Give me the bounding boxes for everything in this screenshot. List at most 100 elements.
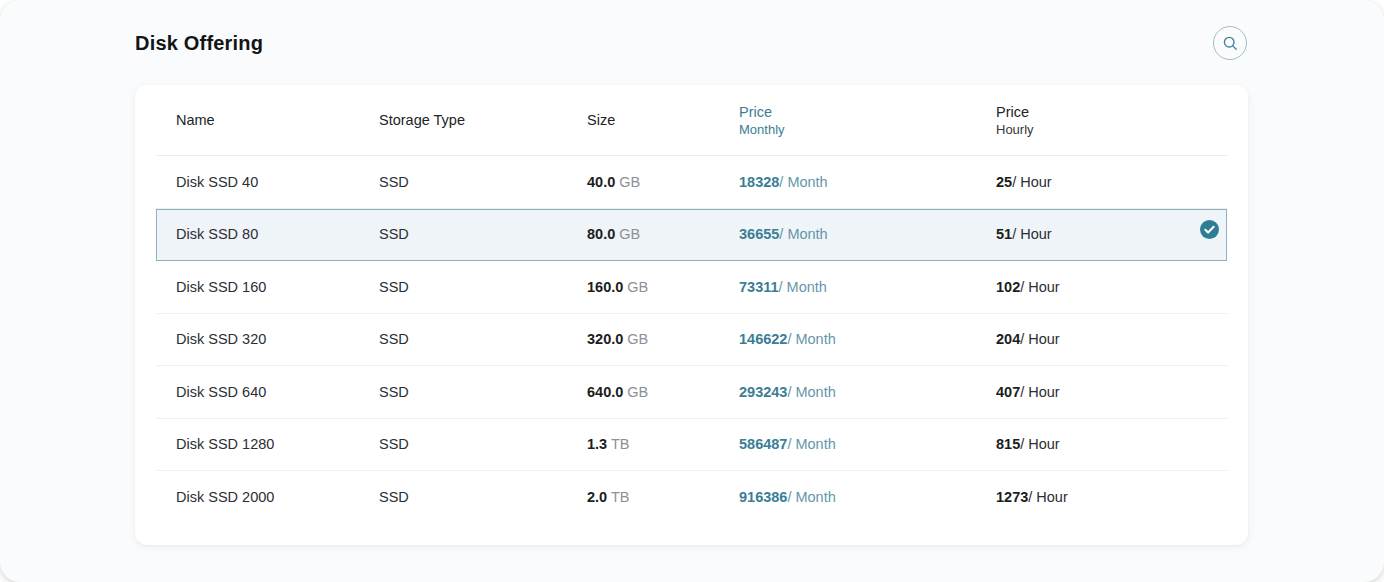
price-hourly-suffix: / Hour [1020, 384, 1060, 400]
price-hourly: 102/ Hour [976, 279, 1227, 295]
search-button[interactable] [1213, 26, 1247, 60]
price-monthly-suffix: / Month [787, 436, 835, 452]
storage-type: SSD [359, 384, 567, 400]
disk-name-text: Disk SSD 320 [176, 331, 266, 347]
size-value: 1.3 [587, 436, 607, 452]
table-row[interactable]: Disk SSD 320 SSD 320.0 GB 146622/ Month 204/… [156, 314, 1227, 367]
column-header-name: Name [156, 112, 359, 128]
disk-name-text: Disk SSD 80 [176, 226, 258, 242]
column-label: Storage Type [379, 112, 567, 128]
storage-type: SSD [359, 331, 567, 347]
disk-name: Disk SSD 640 [156, 384, 359, 400]
check-circle-icon [1200, 220, 1219, 239]
price-hourly-value: 102 [996, 279, 1020, 295]
page-header: Disk Offering [0, 0, 1384, 86]
size-unit: GB [627, 331, 648, 347]
price-monthly-value: 586487 [739, 436, 787, 452]
column-header-price-monthly: PriceMonthly [719, 104, 976, 137]
search-icon [1222, 35, 1239, 52]
price-hourly-suffix: / Hour [1012, 174, 1052, 190]
column-label: Name [176, 112, 359, 128]
storage-type: SSD [359, 279, 567, 295]
storage-type-text: SSD [379, 384, 409, 400]
disk-size: 2.0 TB [567, 489, 719, 505]
storage-type-text: SSD [379, 436, 409, 452]
price-monthly: 586487/ Month [719, 436, 976, 452]
price-hourly: 25/ Hour [976, 174, 1227, 190]
price-hourly: 407/ Hour [976, 384, 1227, 400]
price-hourly-value: 1273 [996, 489, 1028, 505]
price-monthly: 916386/ Month [719, 489, 976, 505]
size-value: 160.0 [587, 279, 623, 295]
disk-name-text: Disk SSD 1280 [176, 436, 274, 452]
storage-type-text: SSD [379, 489, 409, 505]
price-hourly-suffix: / Hour [1020, 436, 1060, 452]
table-body: Disk SSD 40SSD40.0 GB18328/ Month25/ Hou… [156, 156, 1227, 524]
price-hourly: 51/ Hour [976, 226, 1227, 242]
column-label: Size [587, 112, 719, 128]
table-header-row: Name Storage Type SizePriceMonthlyPriceHou… [156, 85, 1227, 156]
size-value: 640.0 [587, 384, 623, 400]
storage-type-text: SSD [379, 331, 409, 347]
price-monthly-suffix: / Month [787, 489, 835, 505]
disk-name: Disk SSD 320 [156, 331, 359, 347]
storage-type: SSD [359, 436, 567, 452]
storage-type-text: SSD [379, 279, 409, 295]
disk-size: 320.0 GB [567, 331, 719, 347]
disk-name-text: Disk SSD 40 [176, 174, 258, 190]
disk-size: 1.3 TB [567, 436, 719, 452]
price-monthly: 73311/ Month [719, 279, 976, 295]
disk-size: 640.0 GB [567, 384, 719, 400]
price-hourly: 204/ Hour [976, 331, 1227, 347]
price-hourly-value: 815 [996, 436, 1020, 452]
price-monthly-suffix: / Month [779, 279, 827, 295]
column-header-storage-type: Storage Type [359, 112, 567, 128]
column-label: Price [739, 104, 976, 120]
storage-type: SSD [359, 489, 567, 505]
page-title: Disk Offering [135, 32, 263, 55]
size-value: 80.0 [587, 226, 615, 242]
price-hourly: 1273/ Hour [976, 489, 1227, 505]
table-row[interactable]: Disk SSD 160SSD160.0 GB73311/ Month102/ … [156, 261, 1227, 314]
disk-name-text: Disk SSD 160 [176, 279, 266, 295]
price-monthly: 36655/ Month [719, 226, 976, 242]
price-monthly-value: 18328 [739, 174, 779, 190]
disk-name-text: Disk SSD 2000 [176, 489, 274, 505]
price-monthly-value: 293243 [739, 384, 787, 400]
price-hourly-value: 25 [996, 174, 1012, 190]
price-monthly-suffix: / Month [787, 331, 835, 347]
price-monthly-suffix: / Month [787, 384, 835, 400]
price-hourly-suffix: / Hour [1020, 279, 1060, 295]
app-window: Disk Offering Name Storage Type SizePriceM… [0, 0, 1384, 582]
storage-type: SSD [359, 226, 567, 242]
disk-name: Disk SSD 80 [156, 226, 359, 242]
table-row[interactable]: Disk SSD 640SSD640.0 GB293243/ Month407/… [156, 366, 1227, 419]
table-row[interactable]: Disk SSD 2000SSD2.0 TB916386/ Month1273/… [156, 471, 1227, 524]
storage-type-text: SSD [379, 174, 409, 190]
table-row[interactable]: Disk SSD 1280SSD1.3 TB586487/ Month815/ … [156, 419, 1227, 472]
size-unit: GB [627, 384, 648, 400]
size-unit: TB [611, 489, 630, 505]
price-hourly-value: 407 [996, 384, 1020, 400]
column-header-size: Size [567, 112, 719, 128]
price-hourly-value: 204 [996, 331, 1020, 347]
disk-size: 80.0 GB [567, 226, 719, 242]
column-header-price-hourly: PriceHourly [976, 104, 1227, 137]
disk-name: Disk SSD 2000 [156, 489, 359, 505]
disk-name-text: Disk SSD 640 [176, 384, 266, 400]
size-unit: GB [619, 174, 640, 190]
table-row[interactable]: Disk SSD 80 SSD80.0 GB36655/ Month51/ Hou… [156, 209, 1227, 262]
size-value: 40.0 [587, 174, 615, 190]
price-hourly: 815/ Hour [976, 436, 1227, 452]
column-label: Price [996, 104, 1227, 120]
price-monthly-suffix: / Month [779, 226, 827, 242]
disk-size: 160.0 GB [567, 279, 719, 295]
price-monthly: 293243/ Month [719, 384, 976, 400]
price-monthly-suffix: / Month [779, 174, 827, 190]
price-monthly-value: 73311 [739, 279, 779, 295]
price-hourly-value: 51 [996, 226, 1012, 242]
price-monthly: 18328/ Month [719, 174, 976, 190]
table-row[interactable]: Disk SSD 40SSD40.0 GB18328/ Month25/ Hou… [156, 156, 1227, 209]
disk-offering-table-card: Name Storage Type SizePriceMonthlyPriceHou… [135, 85, 1248, 545]
price-monthly-value: 146622 [739, 331, 787, 347]
